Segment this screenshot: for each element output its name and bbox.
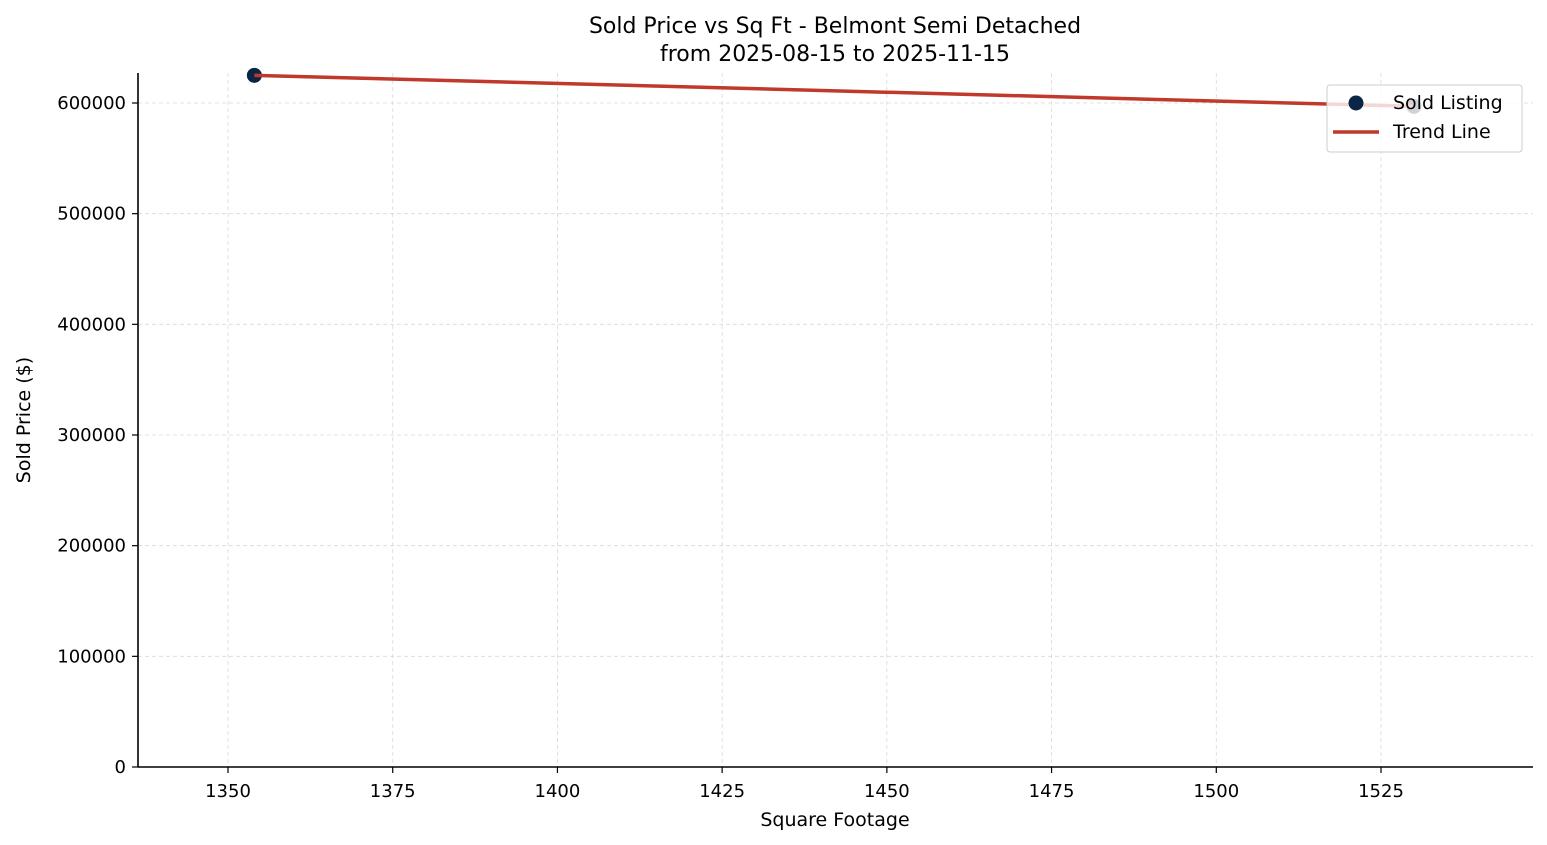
x-tick-label: 1525	[1358, 781, 1404, 802]
y-tick-label: 500000	[57, 204, 126, 225]
y-axis-label: Sold Price ($)	[13, 357, 35, 483]
x-tick-label: 1475	[1029, 781, 1075, 802]
legend-label-trend-line: Trend Line	[1392, 121, 1491, 143]
y-tick-label: 600000	[57, 93, 126, 114]
data-series	[246, 67, 1422, 114]
y-tick-label: 200000	[57, 536, 126, 557]
x-axis-ticks: 1350 1375 1400 1425 1450 1475 1500 1525	[205, 767, 1404, 802]
y-tick-label: 400000	[57, 314, 126, 335]
x-tick-label: 1375	[370, 781, 416, 802]
x-axis-label: Square Footage	[760, 809, 909, 831]
legend-box	[1326, 84, 1523, 153]
x-tick-label: 1425	[699, 781, 745, 802]
y-tick-label: 0	[115, 757, 126, 778]
legend-marker-sold-listing	[1348, 95, 1364, 111]
x-tick-label: 1400	[535, 781, 581, 802]
legend: Sold Listing Trend Line	[1326, 84, 1523, 153]
trend-line	[254, 73, 1414, 109]
x-tick-label: 1500	[1193, 781, 1239, 802]
legend-label-sold-listing: Sold Listing	[1393, 92, 1503, 114]
x-tick-label: 1350	[205, 781, 251, 802]
chart-title: Sold Price vs Sq Ft - Belmont Semi Detac…	[589, 14, 1081, 39]
y-tick-label: 100000	[57, 646, 126, 667]
grid-lines	[138, 73, 1533, 767]
x-tick-label: 1450	[864, 781, 910, 802]
y-tick-label: 300000	[57, 425, 126, 446]
y-axis-ticks: 0 100000 200000 300000 400000 500000 600000	[57, 93, 138, 778]
chart-subtitle: from 2025-08-15 to 2025-11-15	[660, 42, 1010, 67]
